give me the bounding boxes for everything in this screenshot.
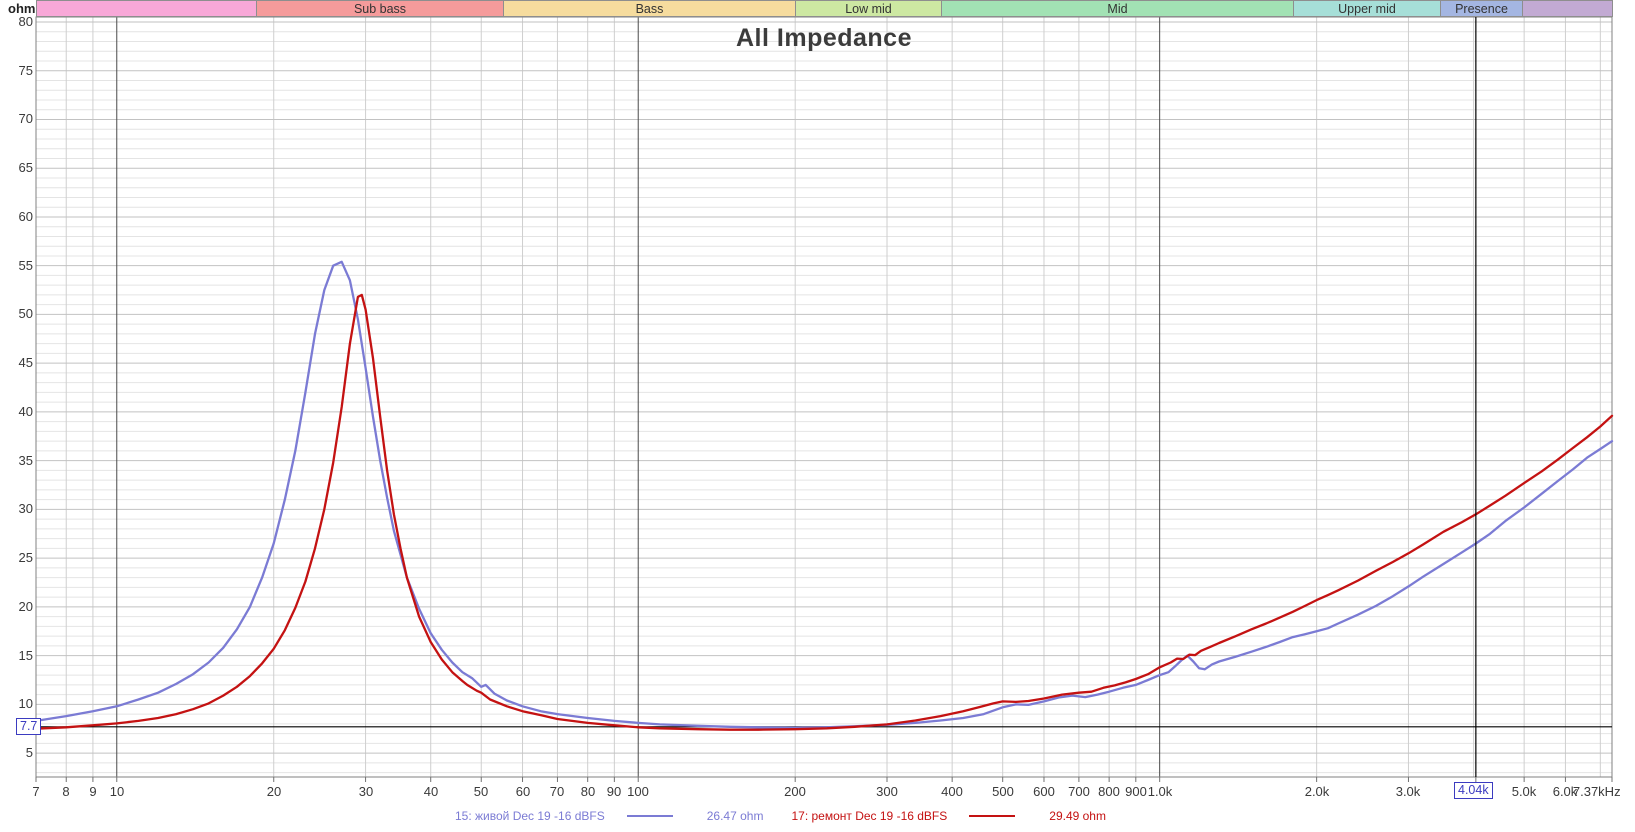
y-tick-label: 15 — [18, 648, 33, 663]
x-tick-label: 5.0k — [1511, 784, 1537, 799]
x-tick-label: 600 — [1033, 784, 1055, 799]
x-tick-label: 20 — [266, 784, 282, 799]
x-tick-label: 200 — [784, 784, 806, 799]
x-tick-label: 1.0k — [1147, 784, 1173, 799]
impedance-curve-live — [34, 260, 1614, 729]
y-axis-unit-label: ohm — [8, 1, 36, 16]
y-tick-label: 45 — [18, 355, 33, 370]
y-tick-label: 60 — [18, 209, 33, 224]
x-tick-label: 7 — [32, 784, 40, 799]
y-tick-label: 35 — [18, 453, 33, 468]
x-tick-label: 9 — [89, 784, 97, 799]
frequency-band-low-mid: Low mid — [795, 0, 942, 17]
cursor-frequency-label[interactable]: 4.04k — [1454, 782, 1493, 799]
legend-line-sample-live — [626, 815, 673, 817]
x-tick-label: 80 — [580, 784, 596, 799]
frequency-band-unlabeled — [36, 0, 257, 17]
frequency-band-mid: Mid — [941, 0, 1294, 17]
y-tick-label: 50 — [18, 306, 33, 321]
x-tick-label: 800 — [1098, 784, 1120, 799]
legend-item-live-cursor-value: 26.47 ohm — [706, 809, 764, 823]
frequency-band-strip: Sub bass Bass Low mid Mid Upper mid Presence — [0, 0, 1635, 17]
marker-value-label[interactable]: 7.7 — [16, 718, 42, 735]
x-tick-label: 2.0k — [1304, 784, 1330, 799]
legend: 15: живой Dec 19 -16 dBFS 26.47 ohm 17: … — [455, 809, 1106, 823]
y-tick-label: 80 — [18, 14, 33, 29]
frequency-band-unlabeled — [1522, 0, 1613, 17]
frequency-band-presence: Presence — [1440, 0, 1523, 17]
y-tick-label: 30 — [18, 501, 33, 516]
legend-line-sample-repair — [969, 815, 1016, 817]
y-tick-label: 25 — [18, 550, 33, 565]
x-tick-label: 6.0k — [1552, 784, 1578, 799]
y-tick-label: 55 — [18, 258, 33, 273]
frequency-band-upper-mid: Upper mid — [1293, 0, 1441, 17]
x-tick-label: 90 — [606, 784, 622, 799]
x-tick-label: 10 — [109, 784, 125, 799]
y-tick-label: 70 — [18, 111, 33, 126]
x-tick-label: 7.37kHz — [1572, 784, 1621, 799]
legend-item-live-label[interactable]: 15: живой Dec 19 -16 dBFS — [455, 809, 605, 823]
legend-item-repair-cursor-value: 29.49 ohm — [1049, 809, 1106, 823]
y-tick-label: 40 — [18, 404, 33, 419]
x-tick-label: 30 — [358, 784, 374, 799]
y-tick-label: 75 — [18, 63, 33, 78]
x-tick-label: 500 — [992, 784, 1014, 799]
x-tick-label: 700 — [1068, 784, 1090, 799]
y-tick-label: 10 — [18, 696, 33, 711]
x-tick-label: 40 — [423, 784, 439, 799]
x-tick-label: 50 — [473, 784, 489, 799]
x-tick-label: 8 — [62, 784, 70, 799]
frequency-band-sub-bass: Sub bass — [256, 0, 504, 17]
x-tick-label: 3.0k — [1395, 784, 1421, 799]
y-tick-label: 5 — [25, 745, 33, 760]
plot-border — [35, 16, 1613, 778]
y-tick-label: 20 — [18, 599, 33, 614]
x-tick-label: 400 — [941, 784, 963, 799]
frequency-band-bass: Bass — [503, 0, 796, 17]
x-tick-label: 70 — [549, 784, 565, 799]
x-tick-label: 300 — [876, 784, 898, 799]
x-tick-label: 100 — [627, 784, 649, 799]
x-tick-label: 900 — [1125, 784, 1147, 799]
chart-title: All Impedance — [736, 24, 912, 52]
legend-item-repair-label[interactable]: 17: ремонт Dec 19 -16 dBFS — [791, 809, 948, 823]
y-tick-label: 65 — [18, 160, 33, 175]
x-tick-label: 60 — [515, 784, 531, 799]
impedance-curve-repaired — [34, 293, 1614, 731]
